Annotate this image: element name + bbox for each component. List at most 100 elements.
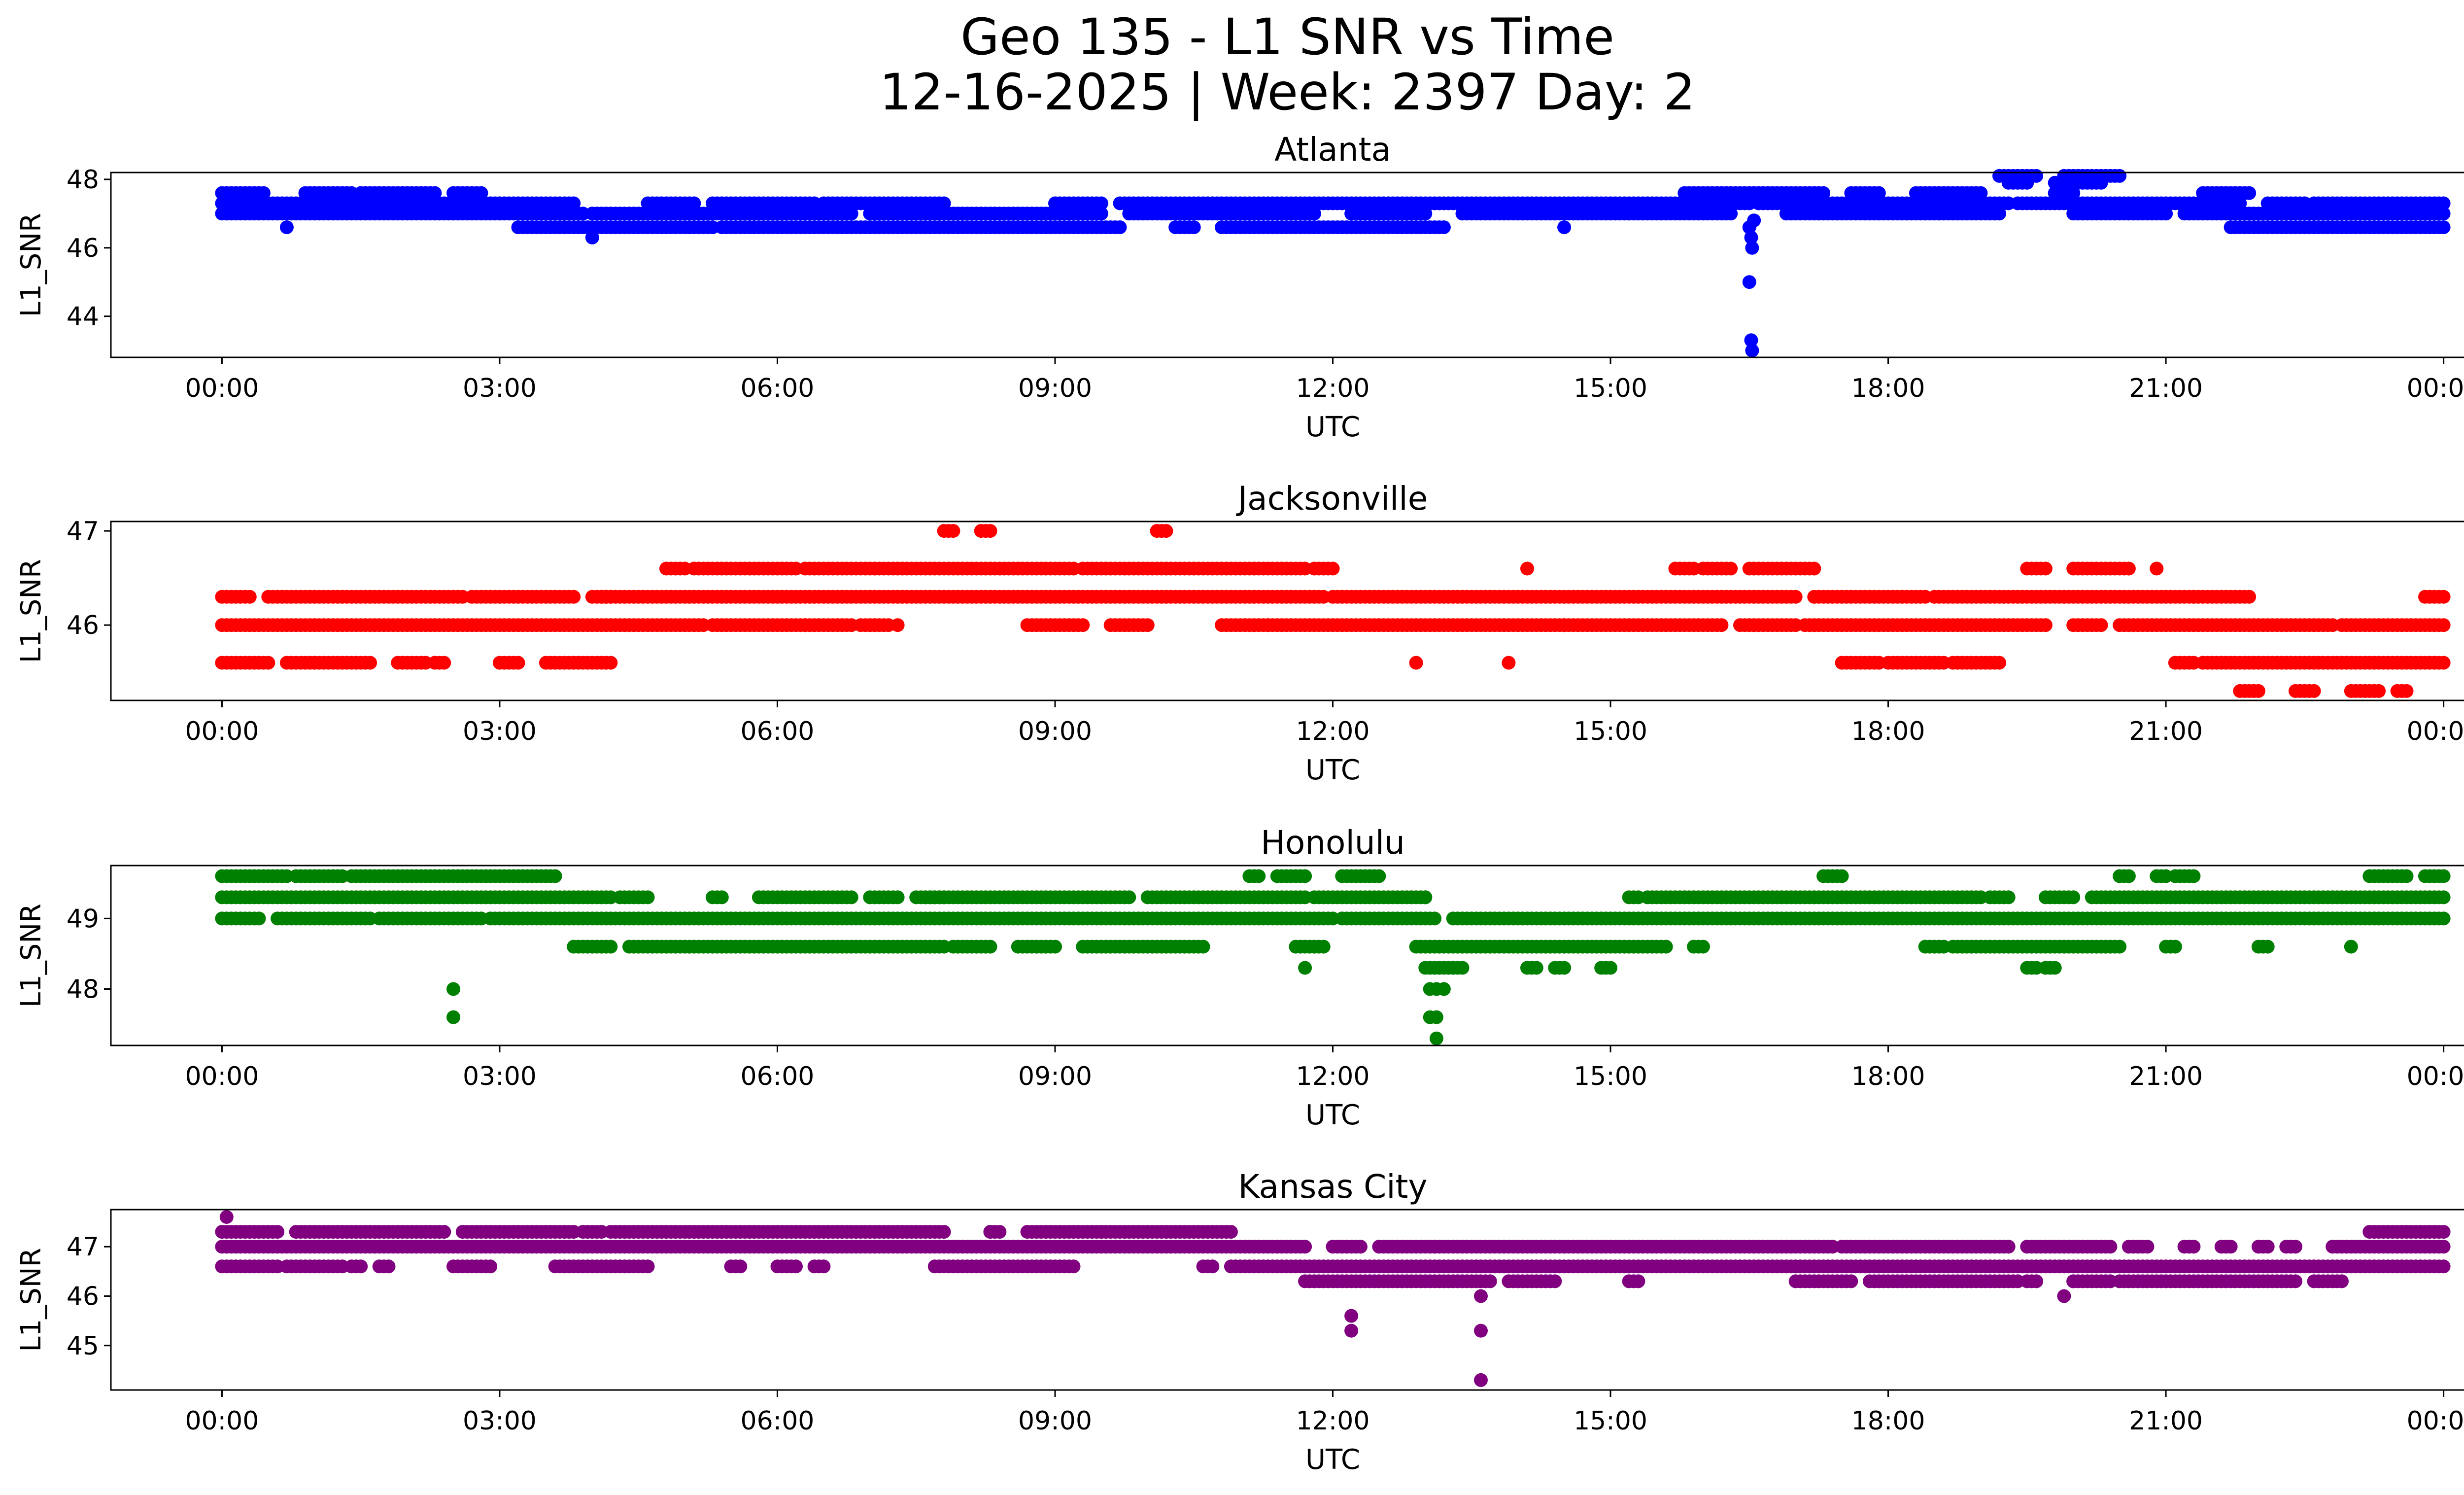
data-point — [2159, 207, 2173, 221]
data-point — [256, 186, 271, 200]
data-point — [1372, 869, 1386, 883]
data-point — [1744, 333, 1758, 348]
data-point — [1714, 618, 1729, 632]
atlanta-points — [215, 169, 2451, 358]
data-point — [715, 890, 729, 904]
data-point — [2436, 1240, 2451, 1254]
data-point — [2113, 169, 2127, 183]
jacksonville-axes-frame — [110, 521, 2464, 701]
data-point — [2372, 684, 2386, 698]
data-point — [2001, 1240, 2016, 1254]
data-point — [1557, 961, 1572, 975]
data-point — [1428, 911, 1442, 926]
data-point — [1298, 961, 1312, 975]
data-point — [817, 1259, 831, 1274]
x-tick-label: 18:00 — [1851, 717, 1925, 746]
data-point — [381, 1259, 396, 1274]
data-point — [1224, 1225, 1238, 1239]
x-tick-label: 15:00 — [1574, 717, 1647, 746]
y-tick-label: 44 — [67, 302, 99, 332]
data-point — [983, 939, 997, 954]
data-point — [261, 656, 275, 670]
data-point — [2214, 186, 2228, 200]
data-point — [1187, 220, 1201, 235]
data-point — [354, 1259, 368, 1274]
data-point — [2029, 169, 2044, 183]
data-point — [2038, 561, 2053, 576]
x-tick-label: 21:00 — [2129, 374, 2203, 403]
data-point — [2399, 869, 2414, 883]
data-point — [733, 1259, 748, 1274]
data-point — [1502, 656, 1516, 670]
data-point — [890, 618, 905, 632]
data-point — [1747, 213, 1761, 228]
data-point — [2260, 939, 2275, 954]
x-tick-label: 06:00 — [741, 374, 815, 403]
data-point — [604, 939, 618, 954]
jacksonville-ylabel: L1_SNR — [15, 559, 47, 663]
data-point — [1844, 1274, 1858, 1288]
data-point — [2122, 869, 2136, 883]
data-point — [446, 1010, 460, 1024]
data-point — [1353, 1240, 1368, 1254]
x-tick-label: 18:00 — [1851, 374, 1925, 403]
data-point — [271, 1225, 285, 1239]
kansas-city-points — [215, 1210, 2451, 1387]
data-point — [1094, 196, 1108, 210]
data-point — [567, 196, 581, 210]
data-point — [2048, 961, 2062, 975]
data-point — [1252, 869, 1266, 883]
y-tick-label: 48 — [67, 165, 99, 195]
data-point — [2307, 684, 2321, 698]
atlanta-xlabel: UTC — [1305, 411, 1360, 443]
data-point — [252, 911, 266, 926]
data-point — [937, 196, 951, 210]
data-point — [1872, 186, 1886, 200]
data-point — [1788, 590, 1803, 604]
data-point — [1548, 1274, 1562, 1288]
jacksonville-xlabel: UTC — [1305, 754, 1360, 786]
x-tick-label: 09:00 — [1018, 1062, 1092, 1091]
y-tick-label: 46 — [67, 611, 99, 640]
data-point — [474, 186, 488, 200]
data-point — [2399, 684, 2414, 698]
data-point — [1696, 939, 1710, 954]
x-tick-label: 00:00 — [2407, 1062, 2464, 1091]
data-point — [1992, 656, 2006, 670]
figure-title-line1: Geo 135 - L1 SNR vs Time — [960, 8, 1614, 67]
data-point — [1205, 1259, 1220, 1274]
data-point — [437, 1225, 451, 1239]
data-point — [2029, 1274, 2044, 1288]
x-tick-label: 06:00 — [741, 1062, 815, 1091]
data-point — [2122, 561, 2136, 576]
data-point — [946, 524, 960, 538]
data-point — [585, 230, 599, 244]
data-point — [1066, 1259, 1081, 1274]
x-tick-label: 12:00 — [1296, 717, 1370, 746]
data-point — [1483, 1274, 1497, 1288]
y-tick-label: 49 — [67, 904, 99, 934]
data-point — [983, 524, 997, 538]
x-tick-label: 00:00 — [185, 1062, 259, 1091]
data-point — [1437, 982, 1451, 996]
data-point — [567, 590, 581, 604]
y-tick-label: 46 — [67, 234, 99, 263]
honolulu-xlabel: UTC — [1305, 1099, 1360, 1131]
data-point — [2113, 939, 2127, 954]
data-point — [937, 1225, 951, 1239]
x-tick-label: 15:00 — [1574, 1062, 1647, 1091]
x-tick-label: 06:00 — [741, 717, 815, 746]
jacksonville-title: Jacksonville — [1236, 480, 1428, 518]
data-point — [2436, 656, 2451, 670]
x-tick-label: 00:00 — [2407, 374, 2464, 403]
data-point — [641, 1259, 655, 1274]
data-point — [242, 590, 257, 604]
data-point — [2436, 590, 2451, 604]
data-point — [1437, 220, 1451, 235]
x-tick-label: 00:00 — [185, 717, 259, 746]
data-point — [844, 890, 858, 904]
data-point — [2436, 869, 2451, 883]
x-tick-label: 09:00 — [1018, 374, 1092, 403]
